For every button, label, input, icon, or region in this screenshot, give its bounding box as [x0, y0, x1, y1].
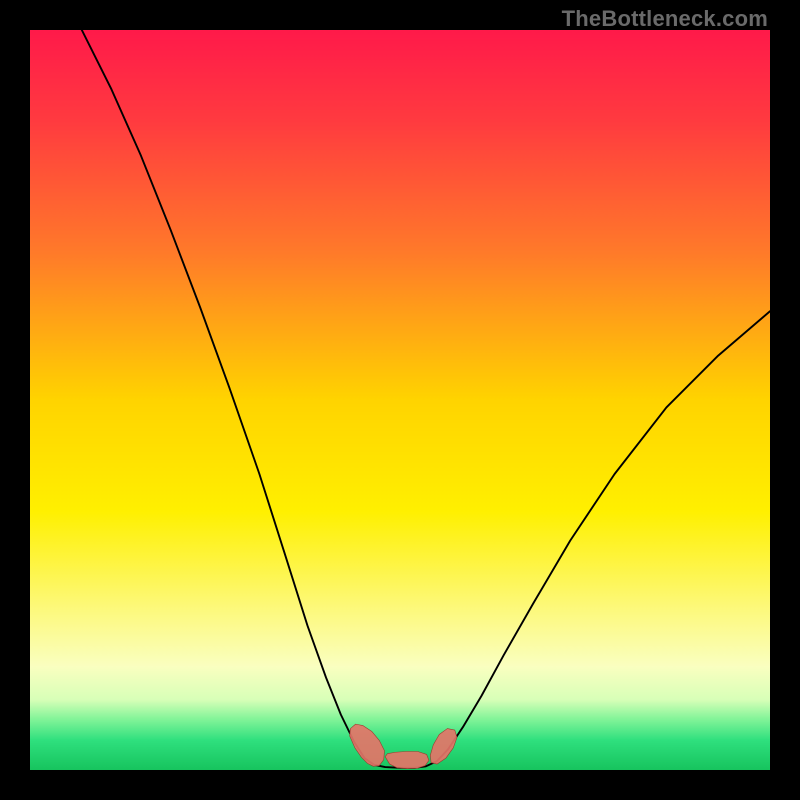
- flat-marker-0: [350, 724, 385, 766]
- flat-marker-1: [385, 752, 429, 769]
- plot-area: [30, 30, 770, 770]
- flat-marker-2: [430, 729, 457, 765]
- curve-layer: [30, 30, 770, 770]
- outer-frame: TheBottleneck.com: [0, 0, 800, 800]
- watermark-text: TheBottleneck.com: [562, 6, 768, 32]
- v-curve: [82, 30, 770, 768]
